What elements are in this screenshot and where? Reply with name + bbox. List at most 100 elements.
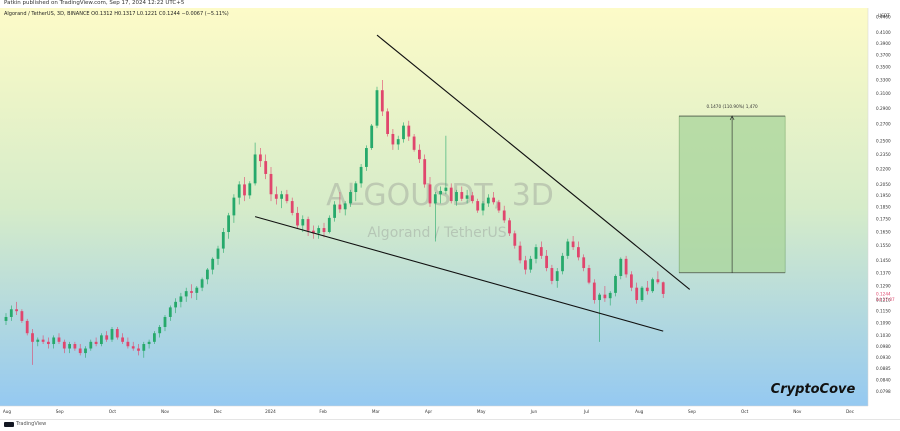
price-tick-label: 0.4100	[876, 30, 891, 35]
candle-body	[137, 348, 140, 351]
candle-body	[147, 341, 151, 345]
candle-body	[227, 215, 230, 233]
target-label: 0.1470 (110.90%) 1,470	[706, 104, 758, 109]
candle-body	[84, 348, 87, 354]
candle-body	[465, 195, 469, 199]
price-tick-label: 0.3500	[876, 65, 891, 70]
candle-body	[545, 255, 548, 269]
candle-body	[354, 183, 358, 193]
candle-body	[582, 257, 586, 269]
price-tick-label: 0.3700	[876, 52, 891, 57]
time-tick-label: Nov	[793, 409, 802, 414]
candle-body	[661, 282, 665, 294]
candle-body	[619, 258, 623, 277]
price-tick-label: 0.2200	[876, 166, 891, 171]
candle-body	[269, 173, 273, 195]
price-tick-label: 0.1450	[876, 258, 891, 263]
price-tick-label: 0.1030	[876, 333, 891, 338]
candle-body	[635, 287, 639, 301]
symbol-watermark: ALGOUSDT, 3D Algorand / TetherUS	[326, 178, 554, 241]
price-axis-background	[868, 8, 900, 406]
candle-body	[407, 125, 411, 137]
candle-body	[577, 247, 580, 258]
candle-body	[508, 220, 511, 234]
price-tick-label: 0.1150	[876, 309, 891, 314]
candle-body	[630, 274, 633, 288]
candle-body	[624, 258, 628, 275]
candle-body	[73, 344, 77, 349]
candle-body	[550, 268, 554, 281]
candle-body	[370, 125, 374, 149]
time-tick-label: Oct	[741, 409, 749, 414]
candle-body	[439, 190, 442, 195]
candle-body	[343, 203, 347, 210]
candle-body	[200, 279, 204, 288]
candle-body	[640, 287, 644, 301]
candle-body	[168, 307, 172, 317]
time-axis-background	[0, 406, 868, 419]
footer-bar	[0, 419, 900, 431]
price-tick-label: 0.3100	[876, 91, 891, 96]
candle-body	[396, 139, 400, 145]
tradingview-icon	[4, 421, 14, 427]
candle-body	[115, 329, 119, 338]
candle-body	[184, 291, 188, 297]
price-tick-label: 0.2050	[876, 182, 891, 187]
candle-body	[280, 194, 283, 199]
candle-body	[555, 271, 559, 281]
candle-body	[237, 184, 241, 198]
candle-body	[391, 133, 395, 145]
symbol-legend[interactable]: Algorand / TetherUS, 3D, BINANCE O0.1312…	[4, 11, 229, 17]
price-tick-label: 0.1750	[876, 217, 891, 222]
candle-body	[598, 294, 601, 301]
candle-body	[195, 287, 199, 293]
time-tick-label: Sep	[56, 409, 64, 414]
candle-body	[211, 258, 215, 270]
time-axis[interactable]: Aug Sep Oct Nov Dec 2024 Feb Mar Apr May Jun Jul Aug…	[3, 409, 855, 414]
brand-watermark: CryptoCove	[771, 382, 856, 397]
tradingview-logo[interactable]: TradingView	[4, 421, 46, 427]
candle-body	[571, 241, 575, 248]
candle-body	[47, 341, 50, 345]
candle-body	[524, 260, 527, 270]
time-tick-label: Feb	[319, 409, 327, 414]
watermark-name: Algorand / TetherUS	[367, 225, 506, 241]
price-tick-label: 0.1210	[876, 298, 891, 303]
price-tick-label: 0.3900	[876, 41, 891, 46]
candle-body	[460, 192, 464, 199]
price-tick-label: 0.0980	[876, 344, 891, 349]
candle-body	[100, 335, 103, 345]
candle-body	[264, 161, 268, 174]
candle-body	[423, 159, 427, 185]
candle-body	[131, 346, 135, 349]
trendline-upper-resistance	[376, 34, 691, 290]
countdown-label: 1d 17:07	[876, 297, 895, 302]
candle-body	[52, 337, 56, 345]
candle-body	[592, 282, 596, 301]
candle-body	[566, 241, 570, 256]
candle-body	[62, 341, 66, 349]
candle-body	[41, 339, 45, 342]
candle-body	[89, 341, 93, 349]
candle-body	[349, 192, 352, 204]
candle-body	[386, 111, 389, 134]
candle-body	[333, 204, 336, 218]
target-projection: 0.1470 (110.90%) 1,470	[678, 104, 786, 274]
candle-body	[179, 296, 183, 302]
candle-body	[121, 337, 124, 342]
trendline-lower-support	[254, 216, 664, 332]
time-tick-label: Apr	[425, 409, 433, 414]
candle-body	[608, 292, 612, 299]
candle-body	[253, 154, 257, 184]
candle-body	[9, 309, 13, 317]
candle-body	[68, 344, 71, 349]
candle-body	[20, 311, 24, 321]
candle-body	[513, 233, 517, 246]
candle-body	[285, 194, 289, 202]
candle-body	[486, 197, 490, 204]
candle-body	[481, 203, 485, 211]
price-tick-label: 0.1290	[876, 283, 891, 288]
